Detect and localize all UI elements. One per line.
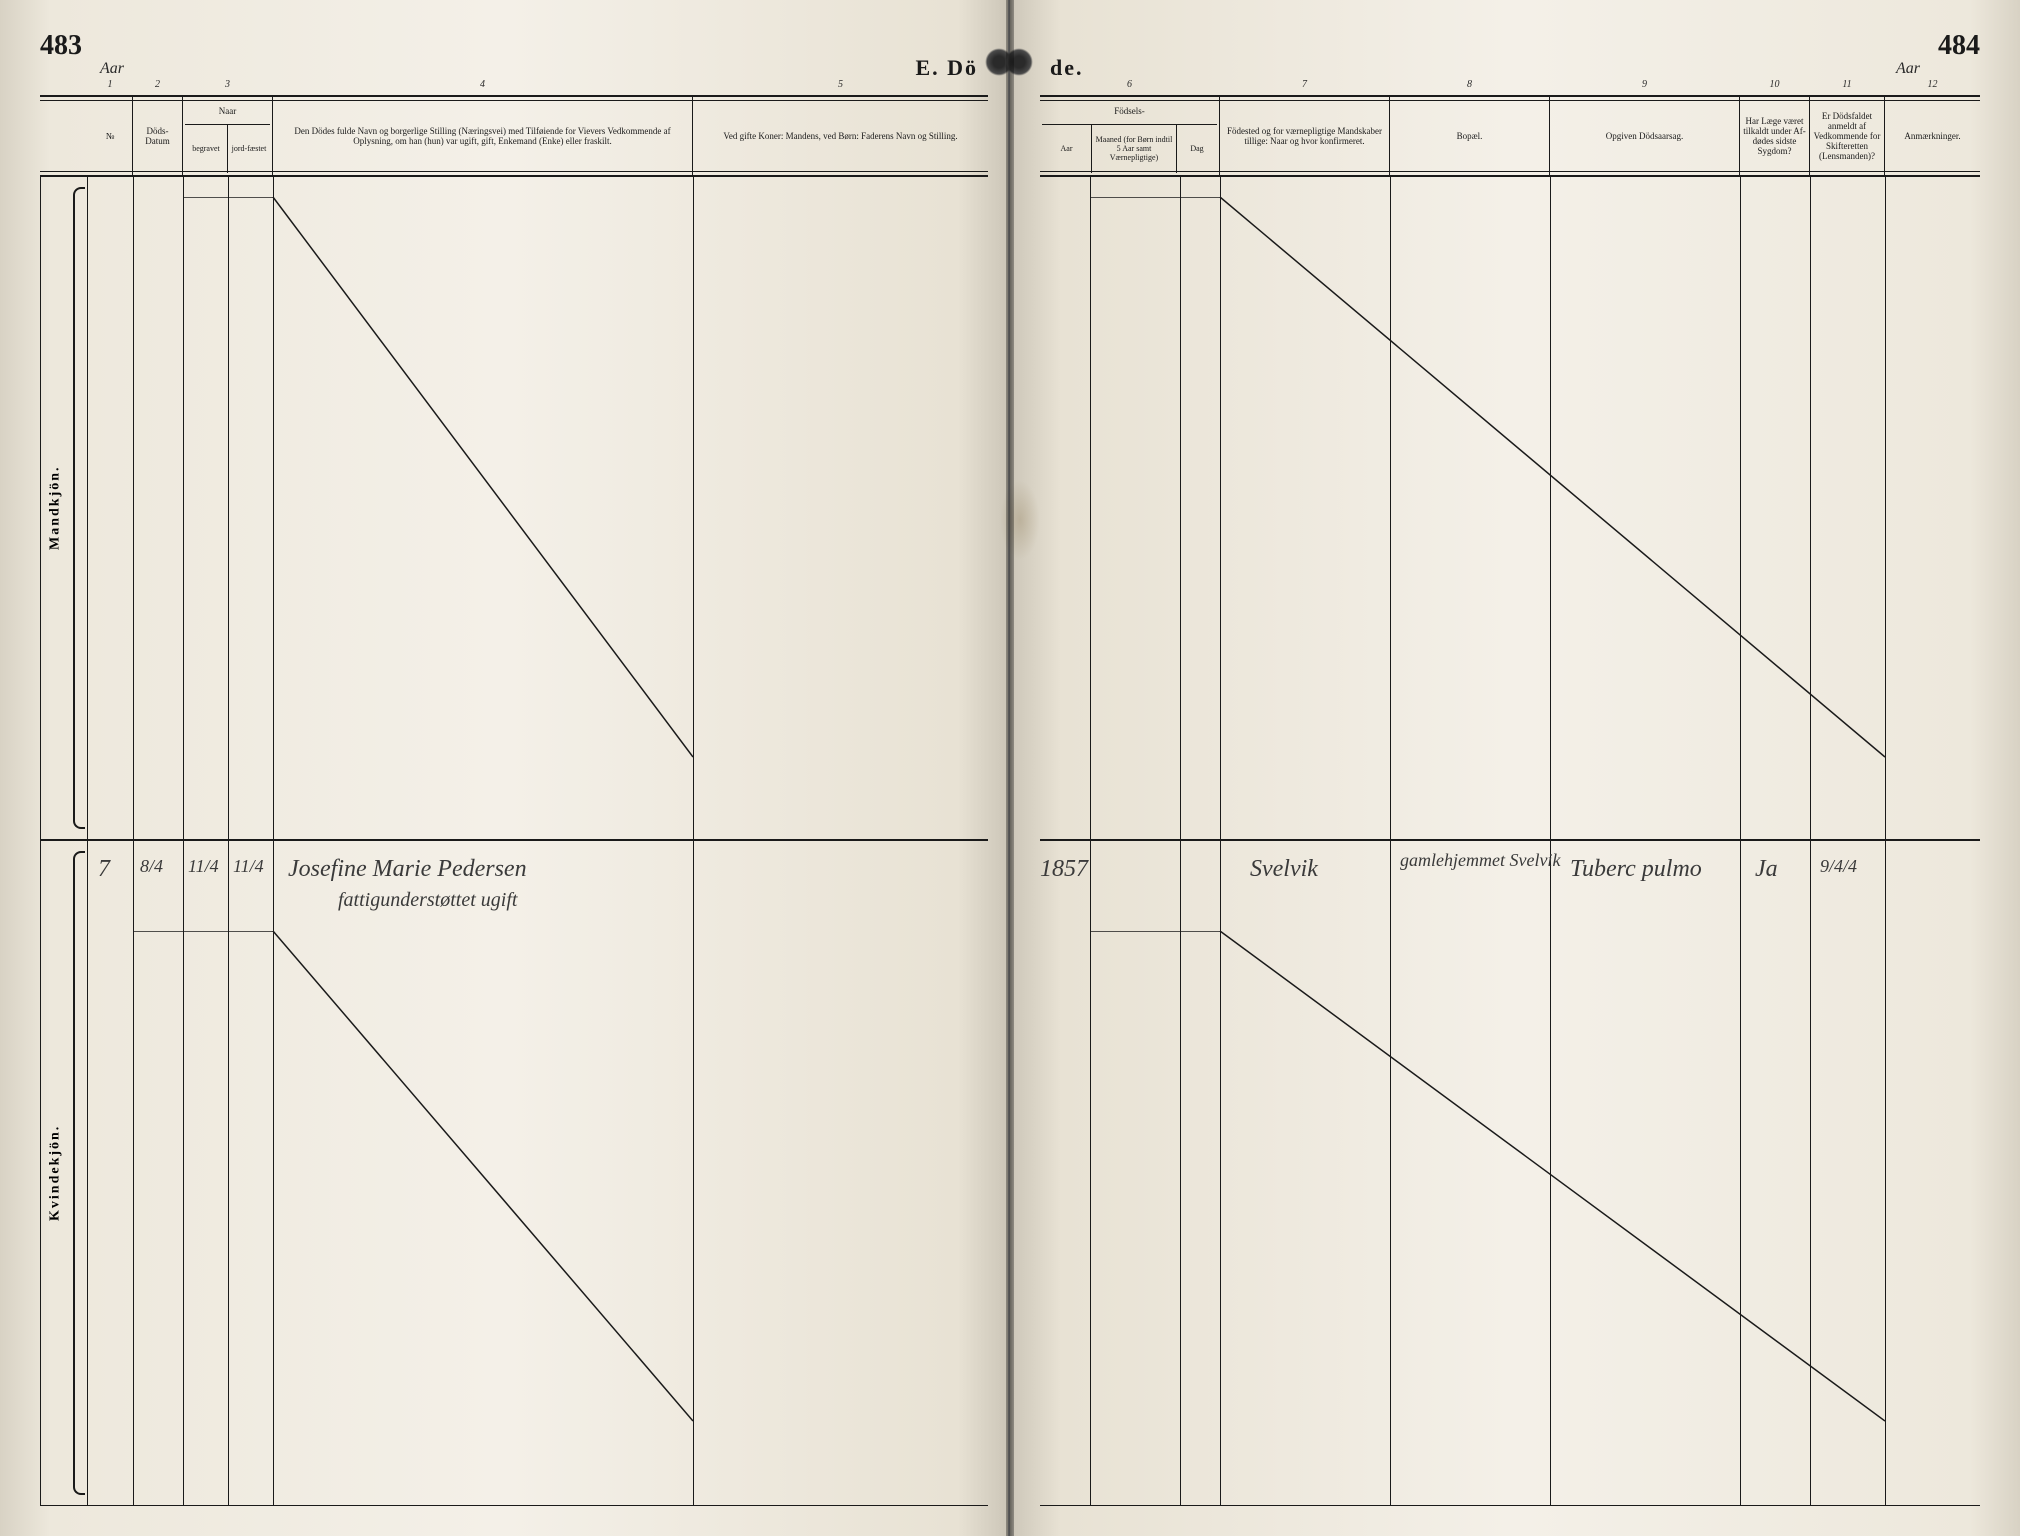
entry-reported: 9/4/4 [1820,856,1857,877]
col-header: Naar [185,99,270,125]
header-row-left: 1№ 2Döds-Datum 3 Naar begravet jord-fæst… [40,97,988,177]
entry-buried: 11/4 [188,856,219,877]
col-header: Födsels- [1042,99,1217,125]
entry-number: 7 [98,856,110,883]
section-label-female: Kvindekjön. [40,841,70,1505]
strike-diagonal [183,197,693,767]
year-label-right: Aar [1896,60,1920,78]
col-subheader: begravet [185,125,228,173]
header-row-right: 6 Födsels- Aar Maaned (for Børn indtil 5… [1040,97,1980,177]
strike-diagonal [1090,197,1885,767]
male-section-right [1040,177,1980,841]
col-header: Födested og for værnepligtige Mandskaber… [1222,126,1387,146]
col-header: Anmærkninger. [1904,131,1960,141]
page-number-left: 483 [40,30,82,62]
col-subheader: jord-fæstet [228,125,270,173]
col-subheader: Aar [1042,125,1092,173]
title-left: E. Dö [915,55,978,81]
entry-birth-year: 1857 [1040,856,1088,883]
left-page: 483 Aar E. Dö 1№ 2Döds-Datum 3 Naar begr… [0,0,1010,1536]
center-binding [1006,0,1014,1536]
title-right: de. [1050,55,1084,81]
col-header: Har Læge været tilkaldt under Af-dødes s… [1742,116,1807,156]
entry-jordfast: 11/4 [233,856,264,877]
table-left: 1№ 2Döds-Datum 3 Naar begravet jord-fæst… [40,95,988,1506]
year-label-left: Aar [100,60,124,78]
book-spread: 483 Aar E. Dö 1№ 2Döds-Datum 3 Naar begr… [0,0,2020,1536]
page-number-right: 484 [1938,30,1980,62]
col-header: Den Dödes fulde Navn og borgerlige Still… [275,126,690,146]
entry-name: Josefine Marie Pedersen [288,856,527,883]
strike-diagonal [133,931,693,1441]
entry-doctor: Ja [1755,856,1778,883]
entry-birthplace: Svelvik [1250,856,1318,883]
col-header: Ved gifte Koner: Mandens, ved Børn: Fade… [723,131,957,141]
col-subheader: Dag [1177,125,1217,173]
body-left: Mandkjön. [40,177,988,1505]
section-label-male: Mandkjön. [40,177,70,839]
female-section-right: 1857 Svelvik gamlehjemmet Svelvik Tuberc… [1040,841,1980,1505]
col-header: Opgiven Dödsaarsag. [1606,131,1683,141]
entry-death-date: 8/4 [140,856,163,877]
col-header: Bopæl. [1457,131,1483,141]
brace-icon [70,841,88,1505]
body-right: 1857 Svelvik gamlehjemmet Svelvik Tuberc… [1040,177,1980,1505]
col-header: № [106,131,115,141]
female-section: Kvindekjön. 7 8/4 11/4 11/4 Josefine Mar [40,841,988,1505]
col-header: Er Dödsfaldet anmeldt af Vedkommende for… [1812,111,1882,161]
male-section: Mandkjön. [40,177,988,841]
strike-diagonal [1090,931,1885,1441]
entry-residence: gamlehjemmet Svelvik [1400,851,1560,871]
col-subheader: Maaned (for Børn indtil 5 Aar samt Værne… [1092,125,1177,173]
right-page: 484 Aar de. 6 Födsels- Aar Maaned (for B… [1010,0,2020,1536]
entry-cause: Tuberc pulmo [1570,856,1702,883]
brace-icon [70,177,88,839]
col-header: Döds-Datum [135,126,180,146]
table-right: 6 Födsels- Aar Maaned (for Børn indtil 5… [1040,95,1980,1506]
entry-status: fattigunderstøttet ugift [338,889,517,912]
